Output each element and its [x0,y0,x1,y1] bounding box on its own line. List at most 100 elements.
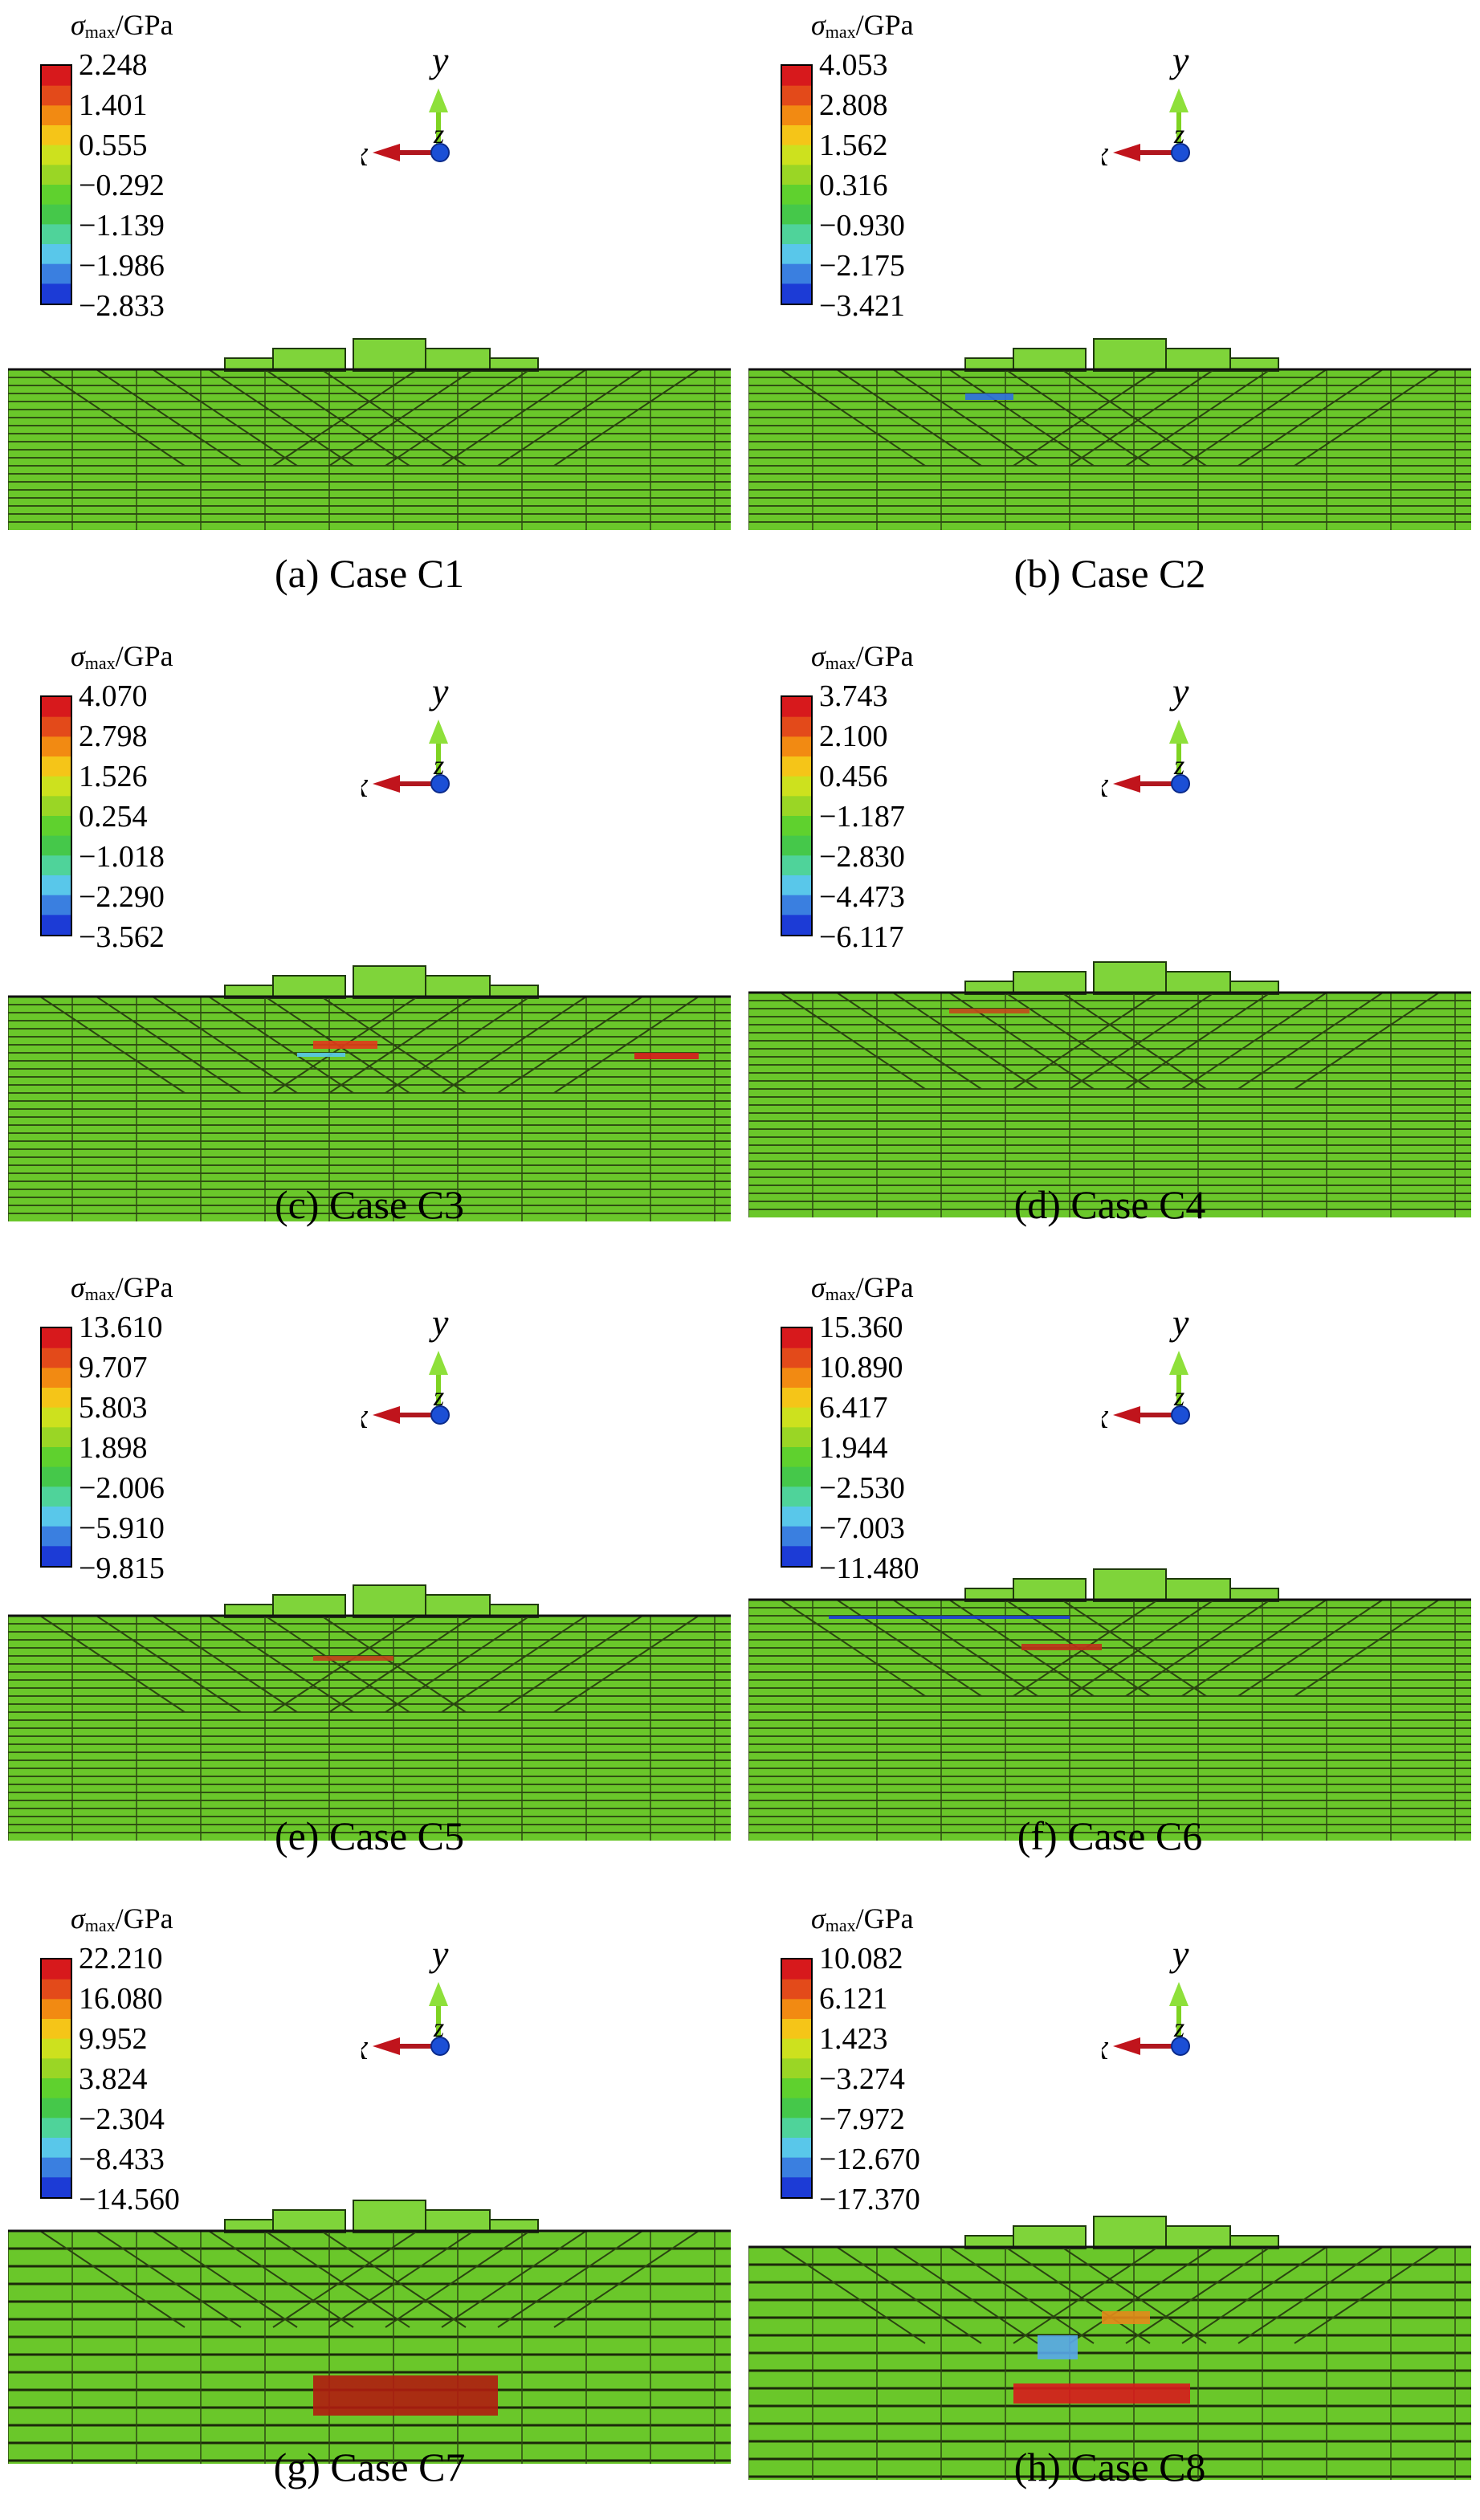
mesh-shear-band [328,369,475,467]
x-arrow-head [373,775,400,793]
mesh-shear-band [553,2230,699,2328]
colorbar-segment [782,66,811,87]
colorbar-tick-label: −2.006 [79,1471,165,1505]
unit-label: /GPa [855,1902,914,1935]
colorbar-tick-label: 10.890 [819,1351,903,1384]
deformed-mesh-contour [748,961,1471,1217]
colorbar-tick-label: −3.562 [79,920,165,954]
mesh-block [224,985,274,999]
z-axis-label: z [433,1382,444,1412]
z-axis-dot [430,774,450,793]
colorbar-segment [782,1999,811,2020]
mesh-shear-band [328,2230,475,2328]
colorbar-segment [782,1447,811,1468]
mesh-shear-band [328,1615,475,1713]
x-axis-label: x [1102,764,1109,805]
colorbar-segment [42,2078,71,2099]
mesh-block [1229,357,1279,372]
colorbar-tick-label: −0.292 [79,169,165,202]
colorbar-tick-label: −1.018 [79,840,165,874]
colorbar-tick-label: 0.254 [79,800,148,834]
axis-triad: y x z [1102,679,1190,805]
colorbar-segment [42,1466,71,1487]
mesh-shear-band [836,369,982,467]
colorbar-segment [782,736,811,757]
stress-hotspot [313,1656,393,1661]
mesh-shear-band [96,996,242,1094]
mesh-shear-band [948,2246,1095,2344]
deformed-mesh-contour [748,1568,1471,1841]
mesh-block [1013,348,1087,372]
colorbar-tick-label: 1.401 [79,88,148,122]
mesh-shear-band [385,996,531,1094]
colorbar-segment [782,224,811,245]
colorbar-tick-label: 3.743 [819,679,888,713]
colorbar-segment [42,1388,71,1409]
colorbar-tick-label: 9.952 [79,2022,148,2056]
colorbar-title: σmax/GPa [71,1270,173,1305]
mesh-shear-band [1294,1599,1440,1697]
mesh-shear-band [441,996,587,1094]
colorbar-segment [782,716,811,737]
colorbar-tick-label: −2.833 [79,289,165,323]
colorbar-segment [782,816,811,837]
colorbar-tick-label: −0.930 [819,209,905,243]
mesh-shear-band [39,1615,186,1713]
colorbar-tick-label: 2.798 [79,720,148,753]
panel-e: σmax/GPa 13.610 9.707 5.803 1.898 −2.006 −5.91… [0,1262,739,1889]
colorbar-tick-label: 22.210 [79,1942,163,1976]
colorbar-segment [782,1546,811,1566]
mesh-shear-band [1237,992,1384,1090]
colorbar-tick-label: 1.944 [819,1431,888,1465]
unit-label: /GPa [855,9,914,41]
colorbar-segment [42,736,71,757]
y-axis-label: y [1169,48,1189,80]
mesh-block [1165,1578,1231,1602]
colorbar-segment [42,875,71,896]
colorbar-tick-label: 0.555 [79,128,148,162]
mesh-block [1013,2225,1087,2249]
colorbar [781,695,813,936]
stress-hotspot [829,1616,1070,1619]
colorbar-tick-label: −12.670 [819,2143,920,2176]
mesh-shear-band [320,996,467,1094]
colorbar-segment [782,85,811,106]
mesh-block [1229,1588,1279,1602]
stress-hotspot [949,1009,1029,1013]
colorbar-tick-label: 1.423 [819,2022,888,2056]
mesh-shear-band [836,2246,982,2344]
mesh-block [1093,1568,1167,1602]
x-axis-label: x [361,764,369,805]
z-axis-dot [1171,1405,1190,1425]
colorbar-tick-label: 16.080 [79,1982,163,2016]
stress-hotspot [297,1053,345,1057]
colorbar-tick-label: 1.562 [819,128,888,162]
colorbar-segment [782,283,811,304]
y-arrow-head [1169,88,1188,112]
mesh-shear-band [497,1615,643,1713]
mesh-shear-band [892,992,1038,1090]
colorbar-tick-label: −9.815 [79,1552,165,1585]
colorbar-segment [782,105,811,126]
colorbar-segment [782,1979,811,2000]
colorbar-segment [42,1999,71,2020]
x-axis-label: x [361,1395,369,1436]
colorbar-tick-label: 15.360 [819,1311,903,1344]
mesh-shear-band [1125,992,1271,1090]
deformed-mesh-contour [8,965,731,1221]
panel-f: σmax/GPa 15.360 10.890 6.417 1.944 −2.530 −7.0… [740,1262,1479,1889]
mesh-shear-band [264,1615,410,1713]
sigma-subscript: max [84,22,116,42]
mesh-shear-band [1237,1599,1384,1697]
colorbar-segment [782,915,811,935]
y-arrow-head [429,88,448,112]
sigma-symbol: σ [71,9,85,41]
x-axis-label: x [1102,133,1109,173]
mesh-block [224,2219,274,2233]
z-axis-label: z [433,120,444,149]
stress-hotspot [1013,2383,1190,2404]
mesh-shear-band [1294,369,1440,467]
mesh-block [1165,971,1231,995]
mesh-block [224,1604,274,1618]
mesh-shear-band [892,369,1038,467]
